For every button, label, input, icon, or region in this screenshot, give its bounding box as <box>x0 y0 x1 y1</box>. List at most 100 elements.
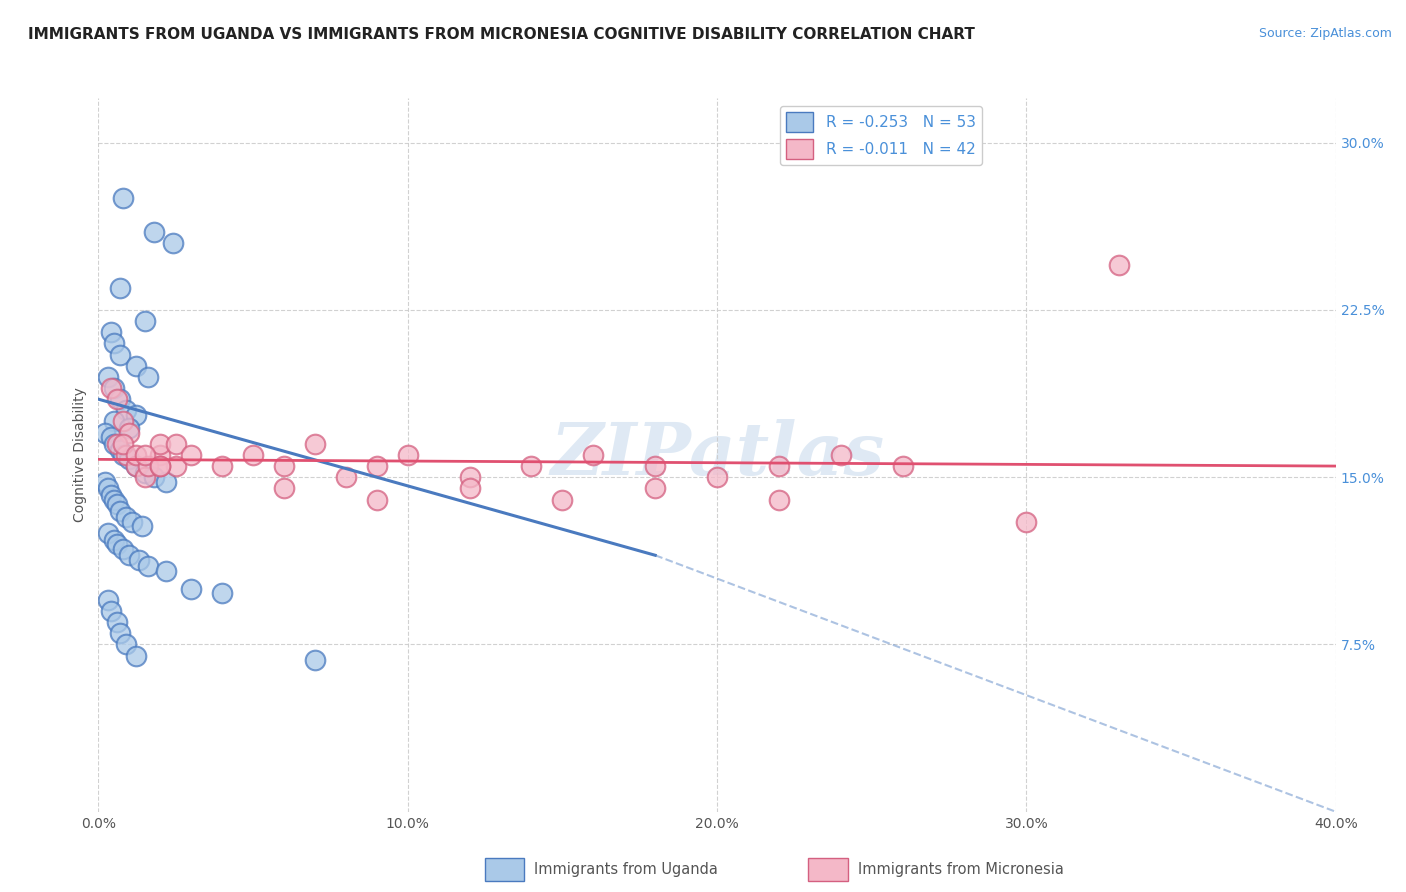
Point <box>112 448 135 462</box>
Text: IMMIGRANTS FROM UGANDA VS IMMIGRANTS FROM MICRONESIA COGNITIVE DISABILITY CORREL: IMMIGRANTS FROM UGANDA VS IMMIGRANTS FRO… <box>28 27 974 42</box>
Point <box>366 459 388 474</box>
Point <box>124 408 146 422</box>
Point <box>103 492 125 507</box>
Point <box>211 586 233 600</box>
Point <box>97 526 120 541</box>
Point <box>162 236 184 251</box>
Legend: R = -0.253   N = 53, R = -0.011   N = 42: R = -0.253 N = 53, R = -0.011 N = 42 <box>780 106 981 165</box>
Point <box>105 497 128 511</box>
Point <box>118 548 141 563</box>
Point <box>100 381 122 395</box>
Point <box>143 225 166 239</box>
Point <box>112 436 135 450</box>
Point <box>124 459 146 474</box>
Point <box>273 482 295 496</box>
Point <box>304 436 326 450</box>
Point <box>165 436 187 450</box>
Point <box>103 436 125 450</box>
Point <box>149 448 172 462</box>
Text: Immigrants from Uganda: Immigrants from Uganda <box>534 863 718 877</box>
Point <box>768 459 790 474</box>
Point <box>100 325 122 339</box>
Point <box>396 448 419 462</box>
Point <box>1015 515 1038 529</box>
Point <box>644 459 666 474</box>
Point <box>131 519 153 533</box>
Point <box>891 459 914 474</box>
Point <box>458 470 481 484</box>
Point <box>115 448 138 462</box>
Point <box>103 533 125 547</box>
Point <box>134 466 156 480</box>
Point <box>644 482 666 496</box>
Point <box>366 492 388 507</box>
Text: Source: ZipAtlas.com: Source: ZipAtlas.com <box>1258 27 1392 40</box>
Point <box>121 515 143 529</box>
Point <box>97 482 120 496</box>
Point <box>768 492 790 507</box>
Point <box>112 414 135 429</box>
Point <box>108 392 131 407</box>
Point <box>335 470 357 484</box>
Point <box>134 448 156 462</box>
Point <box>97 592 120 607</box>
Point <box>180 448 202 462</box>
Point <box>93 425 115 440</box>
Point <box>118 452 141 467</box>
Point <box>103 381 125 395</box>
Point <box>115 510 138 524</box>
Point <box>134 470 156 484</box>
Point <box>180 582 202 596</box>
Point <box>155 475 177 489</box>
Point <box>582 448 605 462</box>
Point <box>304 653 326 667</box>
Point <box>105 436 128 450</box>
Point <box>108 443 131 458</box>
Text: Immigrants from Micronesia: Immigrants from Micronesia <box>858 863 1063 877</box>
Point <box>149 459 172 474</box>
Point <box>134 314 156 328</box>
Point <box>103 414 125 429</box>
Point <box>1108 259 1130 273</box>
Point <box>108 503 131 517</box>
Point <box>112 541 135 556</box>
Point <box>830 448 852 462</box>
Point <box>149 459 172 474</box>
Point <box>124 459 146 474</box>
Point <box>706 470 728 484</box>
Text: ZIPatlas: ZIPatlas <box>550 419 884 491</box>
Point <box>108 348 131 362</box>
Point <box>551 492 574 507</box>
Point <box>97 369 120 384</box>
Point <box>242 448 264 462</box>
Point <box>458 482 481 496</box>
Point <box>165 459 187 474</box>
Point <box>100 604 122 618</box>
Point <box>143 470 166 484</box>
Point <box>100 488 122 502</box>
Point <box>136 559 159 574</box>
Point <box>128 552 150 567</box>
Point <box>112 192 135 206</box>
Point <box>108 281 131 295</box>
Point <box>103 336 125 351</box>
Point <box>115 637 138 651</box>
Point <box>118 421 141 435</box>
Point <box>105 392 128 407</box>
Point <box>211 459 233 474</box>
Point <box>115 403 138 417</box>
Point <box>93 475 115 489</box>
Point <box>100 430 122 444</box>
Point <box>136 459 159 474</box>
Point <box>155 564 177 578</box>
Point <box>520 459 543 474</box>
Point <box>273 459 295 474</box>
Point <box>124 648 146 663</box>
Y-axis label: Cognitive Disability: Cognitive Disability <box>73 387 87 523</box>
Point <box>124 448 146 462</box>
Point <box>118 425 141 440</box>
Point <box>124 359 146 373</box>
Point <box>105 537 128 551</box>
Point <box>105 615 128 630</box>
Point <box>108 626 131 640</box>
